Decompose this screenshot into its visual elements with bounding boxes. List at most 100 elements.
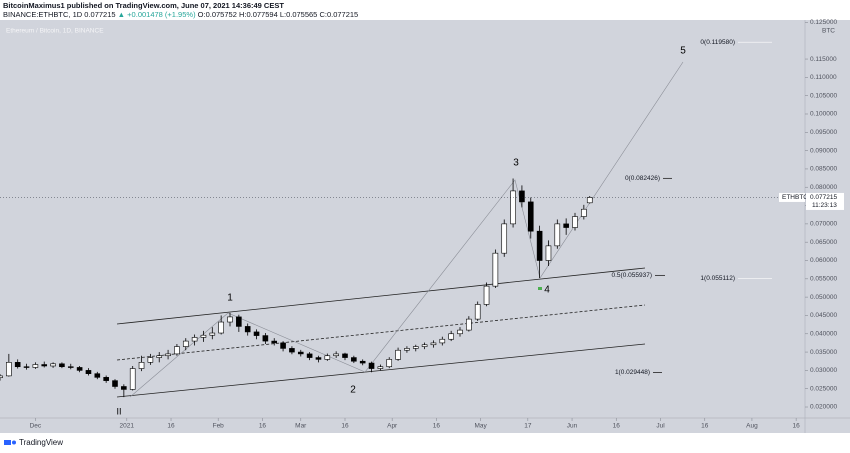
fib-label: 1(0.055112) (700, 275, 735, 282)
candle-body (94, 373, 101, 378)
candle-body (581, 208, 587, 217)
candle-body (377, 366, 384, 369)
candle-body (412, 346, 419, 349)
candle-body (297, 351, 304, 355)
candle-body (586, 197, 593, 204)
candle-body (466, 318, 472, 331)
y-tick-label: 0.070000 (810, 221, 837, 228)
y-tick-label: 0.100000 (810, 111, 837, 118)
logo-mark (4, 440, 11, 445)
candle-body (103, 377, 109, 381)
channel-mid (116, 304, 646, 361)
candle-body (67, 366, 74, 368)
y-tick-label: 0.090000 (810, 147, 837, 154)
symbol-line: BINANCE:ETHBTC, 1D 0.077215 ▲ +0.001478 … (3, 10, 358, 19)
y-tick-label: 0.060000 (810, 257, 837, 264)
y-tick-label: 0.065000 (810, 239, 837, 246)
candle-body (474, 304, 481, 320)
candle-body (386, 359, 393, 368)
symbol-label: ETHBTC (782, 194, 808, 201)
wave-label: 1 (227, 293, 233, 304)
candle-body (14, 362, 21, 368)
candle-body (6, 362, 12, 377)
countdown: 11:23:13 (812, 202, 837, 209)
y-tick-label: 0.115000 (810, 56, 837, 63)
candle-body (147, 357, 154, 363)
symbol: BINANCE:ETHBTC, 1D (3, 10, 83, 19)
candle-body (315, 357, 322, 360)
candle-body (430, 342, 437, 346)
y-tick-label: 0.035000 (810, 349, 837, 356)
fib-label: 0(0.119580) (700, 39, 735, 46)
candle-body (156, 355, 163, 358)
candle-body (545, 245, 552, 261)
candle-body (174, 346, 180, 355)
y-tick-label: 0.085000 (810, 166, 837, 173)
candle-body (32, 364, 39, 368)
x-tick-label: 16 (167, 423, 175, 430)
candle-body (421, 344, 428, 347)
candle-body (121, 386, 127, 390)
candle-body (0, 375, 3, 379)
x-tick-label: Feb (213, 423, 225, 430)
drawings (116, 61, 684, 398)
wave-path (129, 61, 684, 398)
candle-body (59, 363, 65, 368)
candle-body (395, 349, 401, 360)
candle-body (218, 321, 224, 334)
price-axis-bg (805, 20, 850, 418)
candle-body (457, 329, 463, 335)
x-tick-label: 16 (259, 423, 267, 430)
y-tick-label: 0.125000 (810, 19, 837, 26)
candle-body (359, 360, 366, 364)
y-tick-label: 0.095000 (810, 129, 837, 136)
footer: TradingView (4, 438, 63, 447)
x-tick-label: Jun (567, 423, 578, 430)
last-price-label: 0.077215 (810, 194, 837, 201)
x-tick-label: 16 (341, 423, 349, 430)
x-tick-label: Aug (746, 423, 758, 430)
candle-body (404, 348, 410, 351)
logo-mark (12, 440, 16, 445)
x-tick-label: Apr (387, 423, 398, 430)
candle-body (112, 380, 118, 387)
candle-body (41, 364, 48, 367)
wave-label: II (116, 406, 121, 416)
x-tick-label: Jul (656, 423, 665, 430)
fib-label: 1(0.029448) (615, 369, 650, 376)
change: ▲ +0.001478 (+1.95%) (118, 10, 196, 19)
candle-body (253, 331, 260, 336)
candle-body (50, 363, 56, 367)
candle-body (492, 252, 499, 287)
candle-body (519, 190, 525, 203)
candle-body (182, 340, 189, 347)
x-tick-label: Mar (295, 423, 307, 430)
y-tick-label: 0.110000 (810, 74, 837, 81)
wave-label: 4 (544, 285, 550, 296)
ohlc: O:0.075752 H:0.077594 L:0.075565 C:0.077… (198, 10, 359, 19)
fib-label: 0(0.082426) (625, 175, 660, 182)
candle-body (289, 348, 295, 353)
symbol-box (779, 192, 805, 202)
candle-body (448, 333, 454, 340)
wave-label: 5 (680, 46, 686, 57)
candle-body (324, 355, 331, 360)
candle-body (138, 362, 145, 369)
channel-lower (116, 343, 646, 398)
time-axis-bg (0, 418, 850, 433)
y-tick-label: 0.050000 (810, 294, 837, 301)
candle-body (351, 357, 357, 362)
publisher: BitcoinMaximus1 published on TradingView… (3, 1, 284, 10)
candle-body (85, 370, 92, 374)
candle-body (536, 230, 543, 261)
wave-label: 3 (513, 158, 519, 169)
plot-bg (0, 20, 805, 418)
brand: TradingView (19, 438, 63, 447)
candle-body (200, 334, 207, 338)
x-tick-label: 16 (613, 423, 621, 430)
candle-body (271, 340, 278, 344)
candle-body (262, 335, 269, 342)
x-tick-label: 16 (433, 423, 441, 430)
y-tick-label: 0.045000 (810, 312, 837, 319)
